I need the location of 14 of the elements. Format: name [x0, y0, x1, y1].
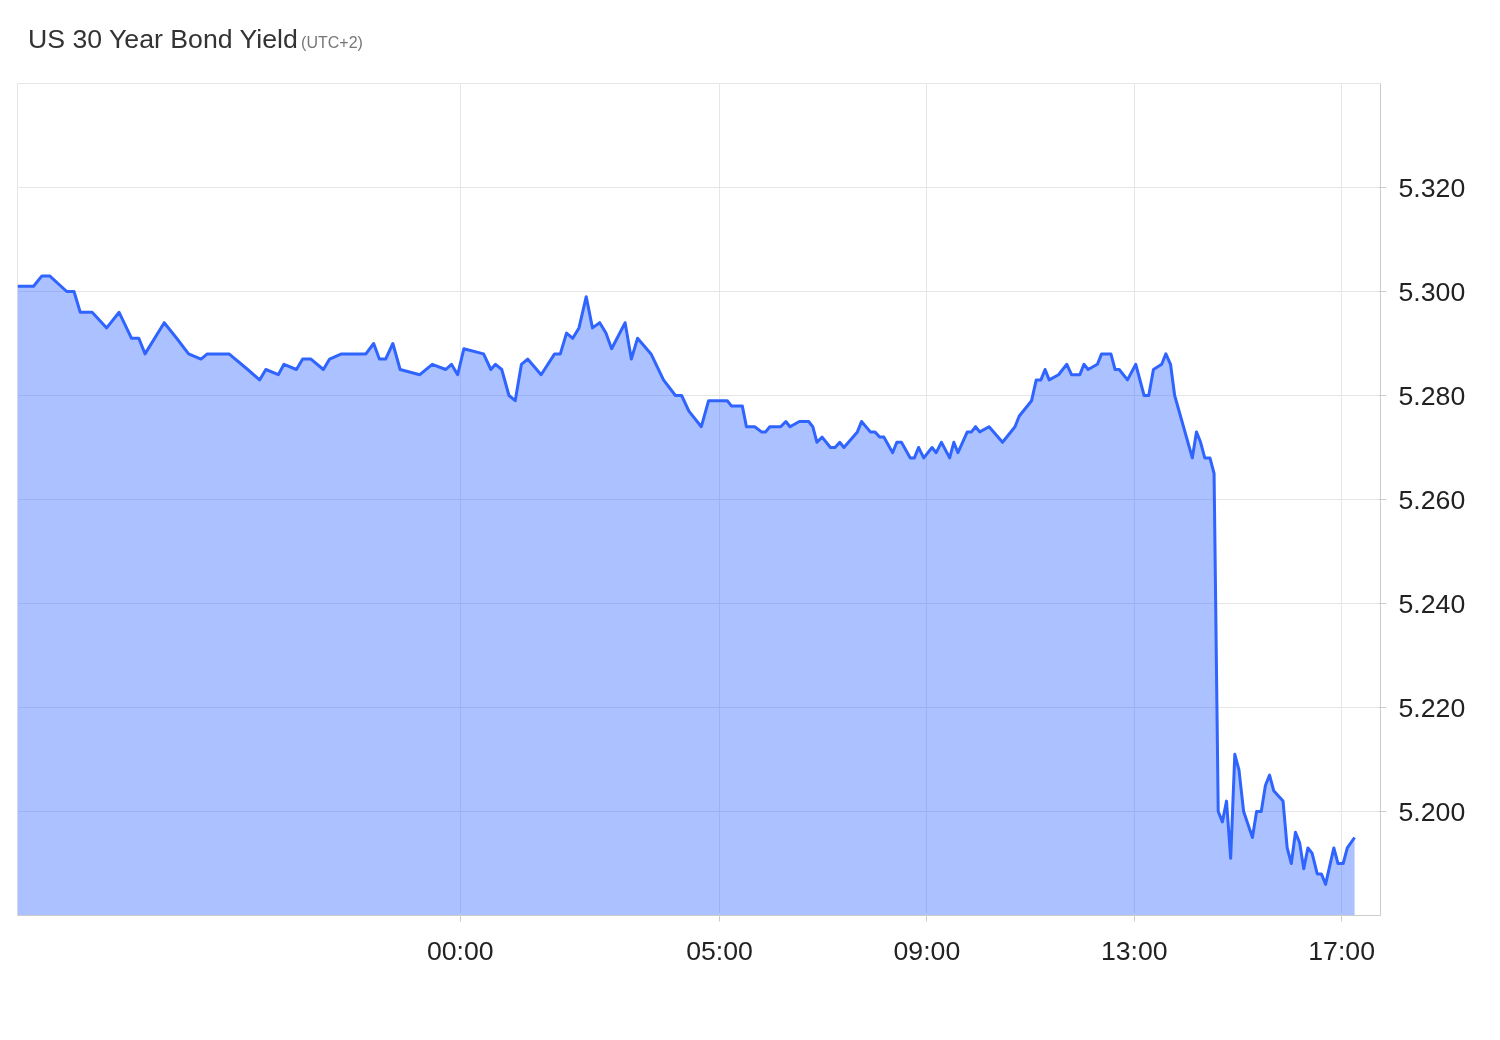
y-tick-label: 5.300 — [1398, 276, 1466, 307]
chart-subtitle: (UTC+2) — [301, 34, 363, 51]
chart-title: US 30 Year Bond Yield — [28, 24, 298, 54]
y-tick-label: 5.220 — [1398, 692, 1466, 723]
x-tick-label: 05:00 — [686, 935, 753, 966]
x-tick-label: 09:00 — [893, 935, 961, 966]
y-tick-label: 5.320 — [1398, 172, 1466, 203]
y-tick-label: 5.260 — [1398, 484, 1466, 515]
y-tick-label: 5.240 — [1398, 588, 1466, 619]
x-tick-label: 00:00 — [426, 935, 494, 966]
y-tick-label: 5.200 — [1398, 796, 1466, 827]
x-tick-label: 13:00 — [1100, 935, 1168, 966]
x-tick-label: 17:00 — [1308, 935, 1375, 966]
y-tick-label: 5.280 — [1398, 380, 1466, 411]
